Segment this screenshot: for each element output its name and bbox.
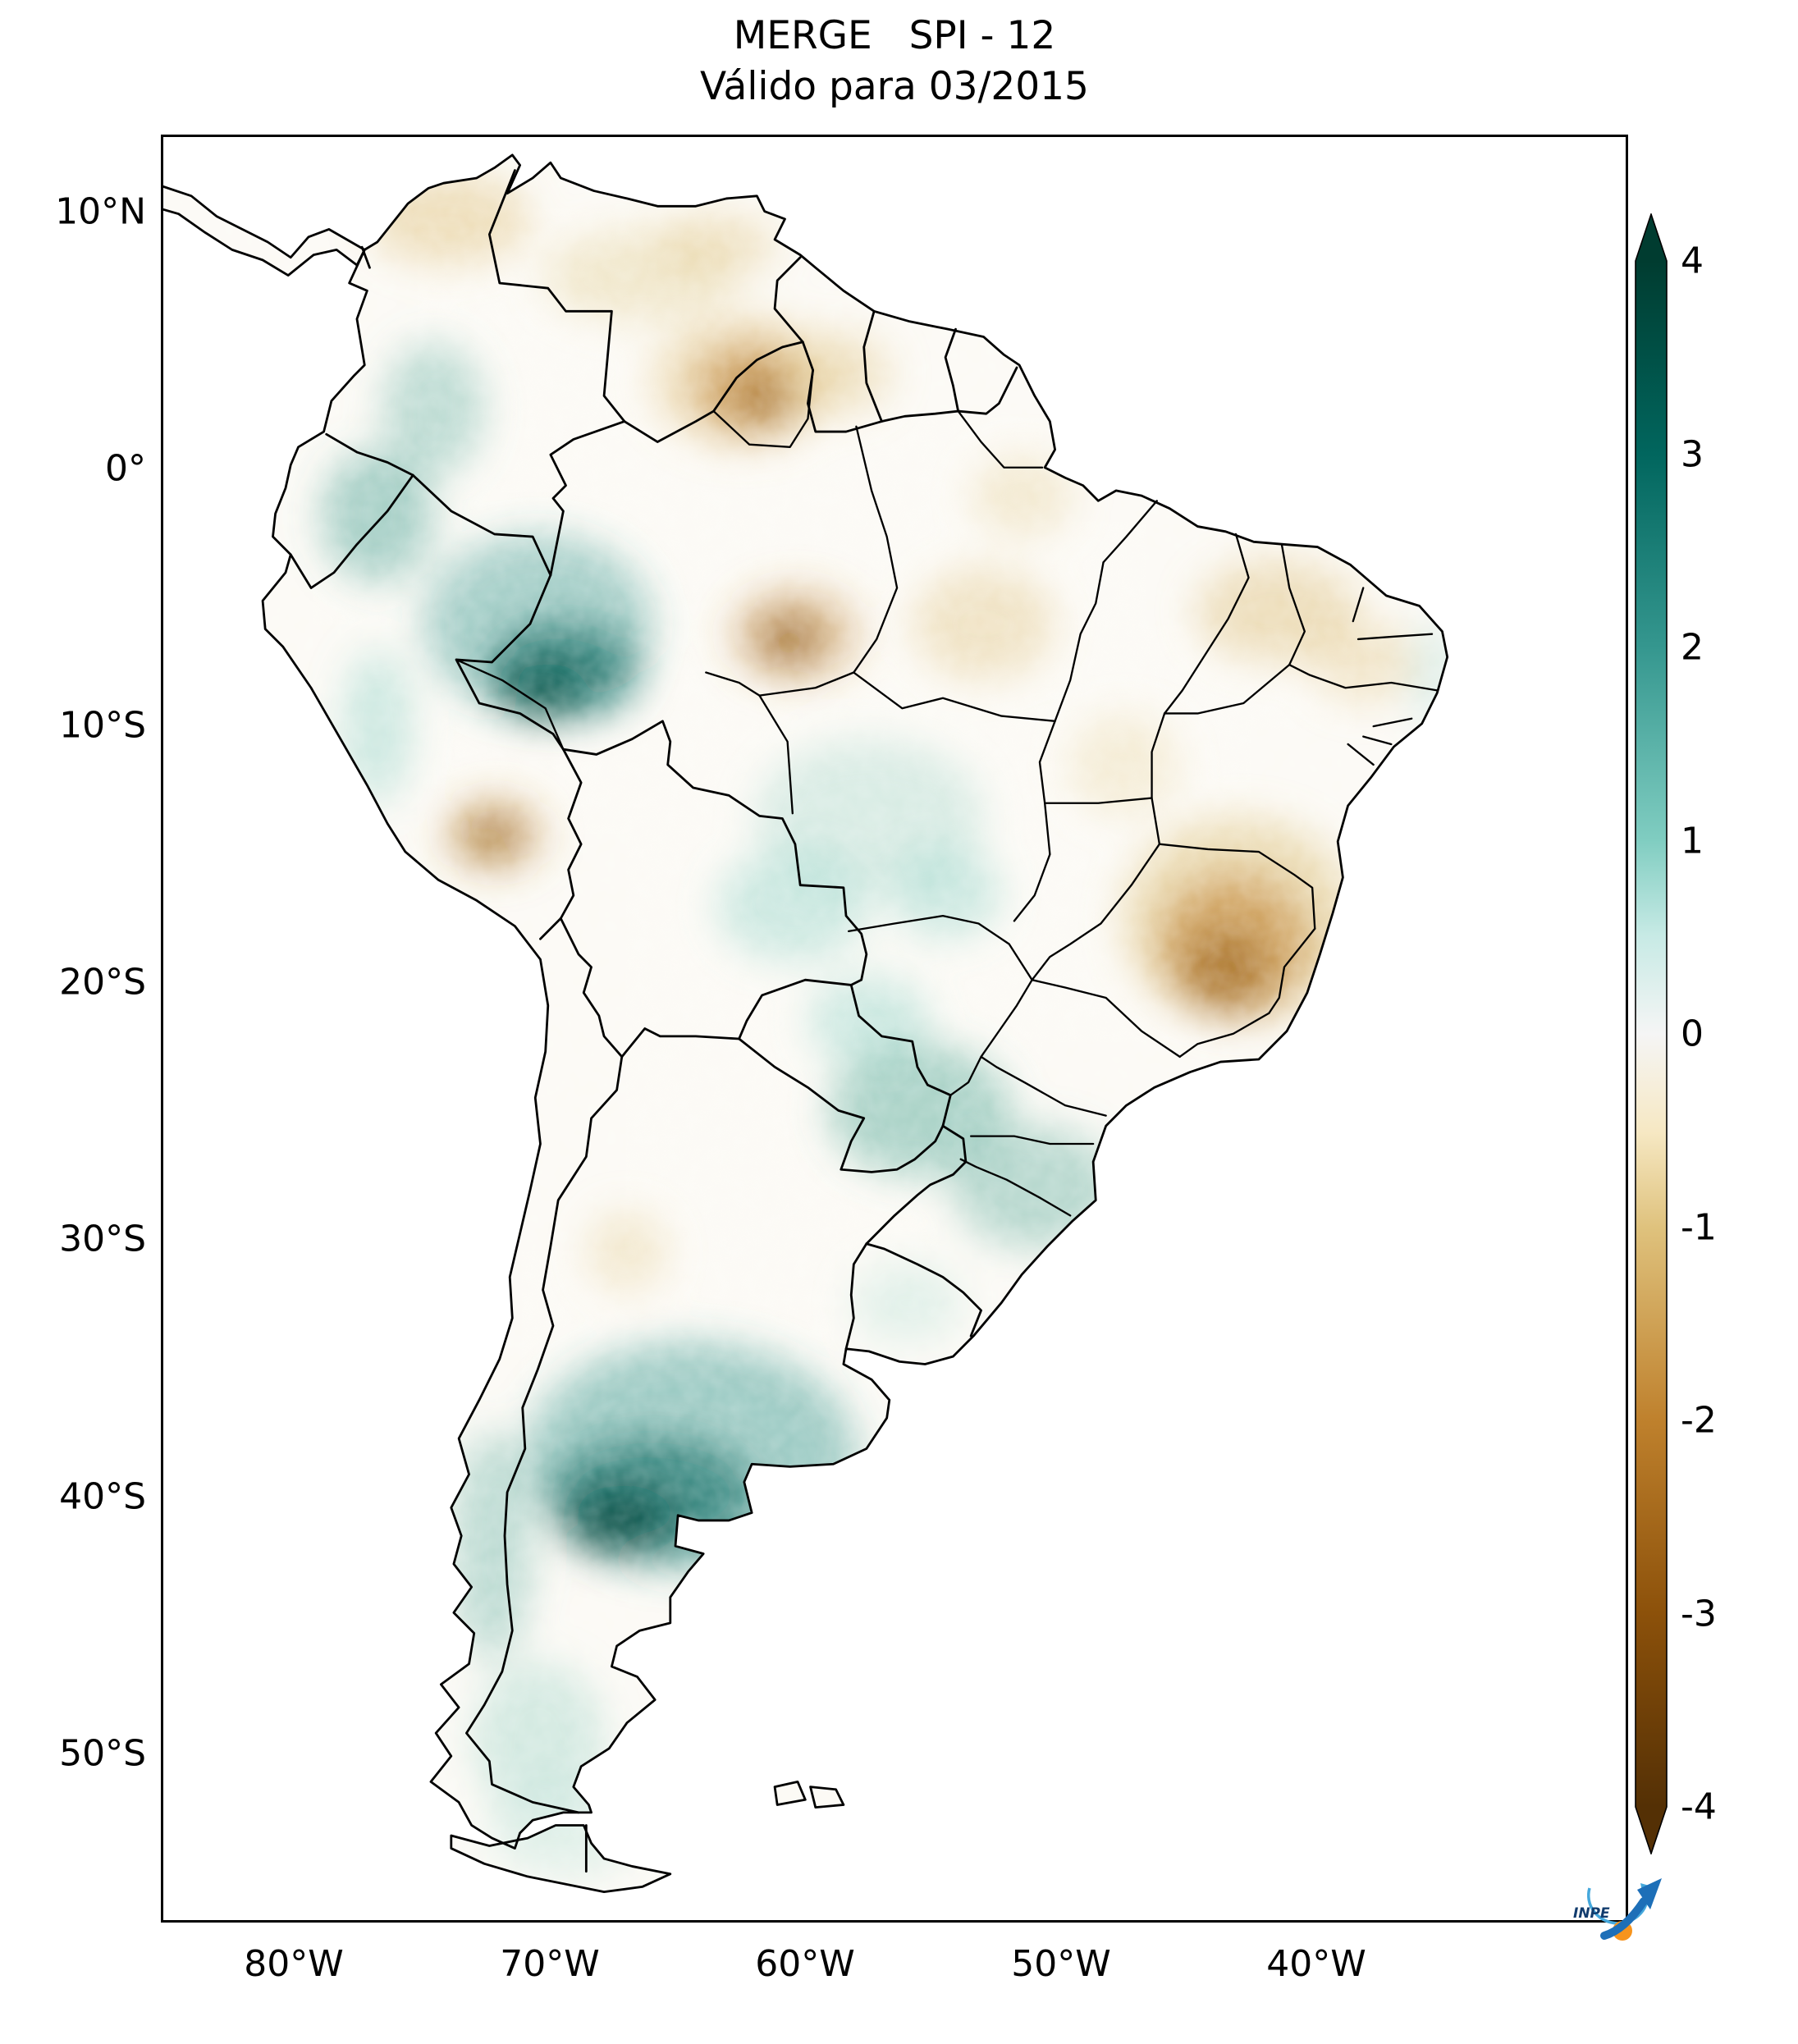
y-tick-label-30s: 30°S — [59, 1218, 146, 1260]
y-tick-label-10s: 10°S — [59, 704, 146, 747]
colorbar-tick-n1: -1 — [1681, 1206, 1717, 1249]
coastline-and-borders — [163, 153, 1449, 1894]
inpe-logo-icon: INPE — [1573, 1878, 1662, 1941]
x-tick-label-40w: 40°W — [1266, 1943, 1366, 1985]
map-plot-area: INPE — [161, 135, 1662, 1941]
x-tick-label-50w: 50°W — [1011, 1943, 1111, 1985]
colorbar-tick-n4: -4 — [1681, 1786, 1717, 1828]
colorbar-tick-1: 1 — [1681, 820, 1704, 862]
colorbar-tick-n2: -2 — [1681, 1399, 1717, 1442]
figure-title: MERGE SPI - 12 — [733, 13, 1056, 58]
figure-subtitle: Válido para 03/2015 — [700, 64, 1089, 109]
colorbar-tick-2: 2 — [1681, 626, 1704, 669]
colorbar-tick-n3: -3 — [1681, 1593, 1717, 1635]
inpe-logo-text: INPE — [1573, 1905, 1610, 1922]
colorbar — [1635, 213, 1668, 1854]
colorbar-tick-4: 4 — [1681, 240, 1704, 282]
y-tick-label-50s: 50°S — [59, 1732, 146, 1775]
y-tick-label-40s: 40°S — [59, 1475, 146, 1518]
spi-anomaly-field — [163, 154, 1448, 1892]
south-america-map — [163, 153, 1449, 1894]
y-tick-label-10n: 10°N — [55, 190, 146, 233]
x-tick-label-70w: 70°W — [500, 1943, 600, 1985]
y-tick-label-20s: 20°S — [59, 961, 146, 1004]
y-tick-label-0: 0° — [105, 447, 146, 490]
inpe-logo: INPE — [1558, 1865, 1683, 1959]
x-tick-label-60w: 60°W — [755, 1943, 855, 1985]
x-tick-label-80w: 80°W — [244, 1943, 344, 1985]
colorbar-tick-0: 0 — [1681, 1013, 1704, 1055]
colorbar-tick-3: 3 — [1681, 433, 1704, 476]
